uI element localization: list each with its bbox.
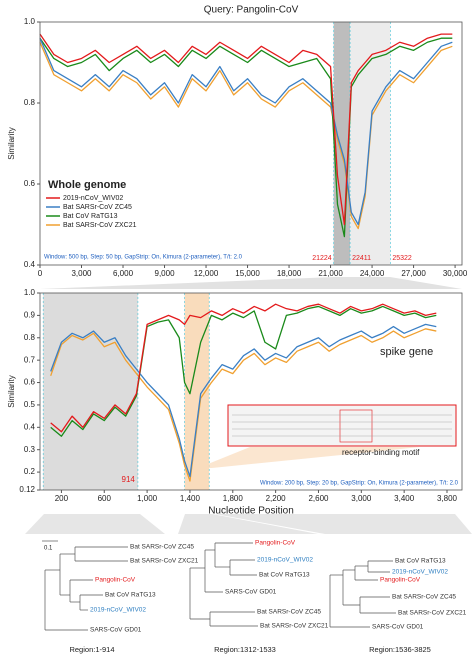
tree-leaf: Bat CoV RaTG13 (105, 592, 156, 599)
x-tick-label: 9,000 (155, 269, 176, 278)
tree-leaf: Bat SARSr-CoV ZC45 (257, 609, 321, 616)
tree-connector (215, 514, 472, 534)
x-tick-label: 0 (38, 269, 43, 278)
y-tick-label: 1.0 (24, 17, 36, 26)
legend-label: 2019-nCoV_WIV02 (63, 195, 123, 202)
x-tick-label: 27,000 (401, 269, 426, 278)
x-tick-label: 12,000 (194, 269, 219, 278)
tree-leaf: SARS-CoV GD01 (372, 624, 424, 631)
tree-leaf: 2019-nCoV_WIV02 (392, 569, 448, 576)
region (43, 293, 138, 490)
plot-frame (39, 21, 463, 266)
tree-leaf: SARS-CoV GD01 (90, 627, 142, 634)
plot-frame (39, 292, 463, 491)
tree-region: Region:1-914 (69, 645, 114, 654)
overlay: 2019-nCoV_WIV02 Bat SARSr-CoV ZC45 Bat CoV… (46, 195, 457, 468)
legend-label: Bat CoV RaTG13 (63, 213, 118, 220)
region-label: 22411 (352, 255, 371, 262)
x-tick-label: 30,000 (443, 269, 468, 278)
series-line (50, 328, 437, 482)
x-tick-label: 3,800 (437, 494, 458, 503)
region-label: 25322 (392, 255, 412, 262)
tree-leaf: Bat SARSr-CoV ZC45 (392, 594, 456, 601)
tree-leaf: Bat CoV RaTG13 (395, 558, 446, 565)
x-tick-label: 3,400 (394, 494, 415, 503)
tree-leaf: Bat SARSr-CoV ZXC21 (398, 610, 467, 617)
legend-label: Bat SARSr-CoV ZXC21 (63, 222, 137, 229)
y-tick-label: 0.4 (24, 422, 36, 431)
x-tick-label: 2,600 (308, 494, 329, 503)
gene-label: spike gene (380, 346, 433, 358)
x-tick-label: 3,000 (71, 269, 92, 278)
x-tick-label: 1,400 (180, 494, 201, 503)
tree-connector (25, 514, 165, 534)
x-tick-label: 1,800 (223, 494, 244, 503)
x-tick-label: 1,000 (137, 494, 158, 503)
chart-title: Query: Pangolin-CoV (204, 5, 299, 16)
y-tick-label: 0.4 (24, 260, 36, 269)
tree-connector (178, 514, 318, 534)
inset-highlight (339, 409, 373, 443)
tree-leaf: Bat SARSr-CoV ZC45 (130, 544, 194, 551)
y-tick-label: 0.7 (24, 355, 36, 364)
y-axis-label: Similarity (7, 375, 16, 407)
tree-leaf: 2019-nCoV_WIV02 (257, 557, 313, 564)
chart-note: Window: 500 bp, Step: 50 bp, GapStrip: O… (44, 255, 243, 261)
x-tick-label: 200 (55, 494, 69, 503)
motif-connector (198, 447, 420, 468)
x-tick-label: 6,000 (113, 269, 134, 278)
tree-region: Region:1536-3825 (369, 645, 431, 654)
series-line (39, 33, 453, 226)
tree-leaf: 2019-nCoV_WIV02 (90, 607, 146, 614)
y-tick-label: 1.0 (24, 288, 36, 297)
y-tick-label: 0.6 (24, 378, 36, 387)
x-tick-label: 24,000 (360, 269, 385, 278)
chart-note: Window: 200 bp, Step: 20 bp, GapStrip: O… (260, 481, 459, 487)
region-label: 21224 (312, 255, 332, 262)
series-line (50, 303, 437, 433)
tree-leaf: SARS-CoV GD01 (225, 589, 277, 596)
zoom-connector (40, 277, 462, 289)
y-axis-label: Similarity (7, 127, 16, 159)
tree-region: Region:1312-1533 (214, 645, 276, 654)
region-label: 914 (122, 475, 136, 484)
y-tick-label: 0.9 (24, 310, 36, 319)
motif-label: receptor-binding motif (342, 448, 420, 457)
scale-label: 0.1 (44, 546, 53, 552)
y-tick-label: 0.8 (24, 98, 36, 107)
tree-leaf: Pangolin-CoV (380, 577, 421, 584)
y-tick-label: 0.2 (24, 467, 36, 476)
tree-leaf: Pangolin-CoV (255, 540, 296, 547)
series-line (50, 323, 437, 478)
region (333, 22, 351, 265)
series-line (39, 37, 453, 238)
tree-leaf: Bat SARSr-CoV ZXC21 (260, 623, 329, 630)
y-tick-label: 0.8 (24, 333, 36, 342)
series-line (39, 41, 453, 230)
series-line (39, 37, 453, 226)
y-tick-label: 0.12 (19, 485, 35, 494)
x-tick-label: 2,200 (266, 494, 287, 503)
tree-leaf: Bat CoV RaTG13 (259, 572, 310, 579)
x-axis-label: Nucleotide Position (208, 506, 294, 517)
tree-leaf: Bat SARSr-CoV ZXC21 (130, 558, 199, 565)
x-tick-label: 21,000 (318, 269, 343, 278)
x-tick-label: 15,000 (235, 269, 260, 278)
series-line (50, 305, 437, 437)
tree-leaf: Pangolin-CoV (95, 577, 136, 584)
x-tick-label: 3,000 (351, 494, 372, 503)
legend-title: Whole genome (48, 179, 126, 191)
x-tick-label: 18,000 (277, 269, 302, 278)
x-tick-label: 600 (98, 494, 112, 503)
alignment-inset (227, 404, 457, 447)
y-tick-label: 0.5 (24, 400, 36, 409)
y-tick-label: 0.3 (24, 445, 36, 454)
legend-label: Bat SARSr-CoV ZC45 (63, 204, 132, 211)
y-tick-label: 0.6 (24, 179, 36, 188)
plots: 21224 22411 25322 0.4 0.6 0.8 1.0 0 3,000 6,000 9,… (7, 17, 468, 654)
